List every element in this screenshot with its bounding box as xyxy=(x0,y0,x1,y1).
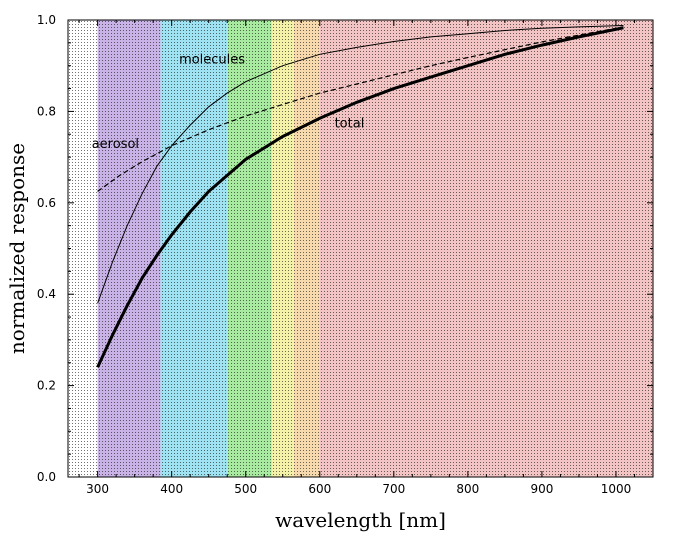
series-lines xyxy=(96,25,624,368)
x-tick-label: 400 xyxy=(160,482,183,496)
y-tick-label: 0.0 xyxy=(37,470,56,484)
annotation-total: total xyxy=(335,116,365,131)
series-line-molecules xyxy=(97,25,624,304)
y-axis-title: normalized response xyxy=(5,143,29,354)
x-tick-label: 600 xyxy=(308,482,331,496)
y-tick-label: 0.4 xyxy=(37,287,56,301)
x-axis-title: wavelength [nm] xyxy=(275,508,446,532)
x-tick-label: 800 xyxy=(456,482,479,496)
y-tick-label: 0.2 xyxy=(37,379,56,393)
annotation-aerosol: aerosol xyxy=(92,137,139,152)
y-tick-label: 1.0 xyxy=(37,13,56,27)
curve-annotations: molecules aerosol total xyxy=(92,52,365,152)
x-tick-label: 300 xyxy=(86,482,109,496)
axis-ticks: 300 400 500 600 700 800 900 1000 0.0 0.2 0.4 0.6 0.8… xyxy=(37,13,653,496)
annotation-molecules: molecules xyxy=(179,52,245,67)
y-tick-label: 0.8 xyxy=(37,104,56,118)
y-tick-label: 0.6 xyxy=(37,196,56,210)
plot-texture xyxy=(68,20,653,477)
x-tick-label: 900 xyxy=(530,482,553,496)
x-tick-label: 500 xyxy=(234,482,257,496)
series-line-total xyxy=(96,26,624,368)
x-tick-label: 700 xyxy=(382,482,405,496)
x-tick-label: 1000 xyxy=(601,482,632,496)
